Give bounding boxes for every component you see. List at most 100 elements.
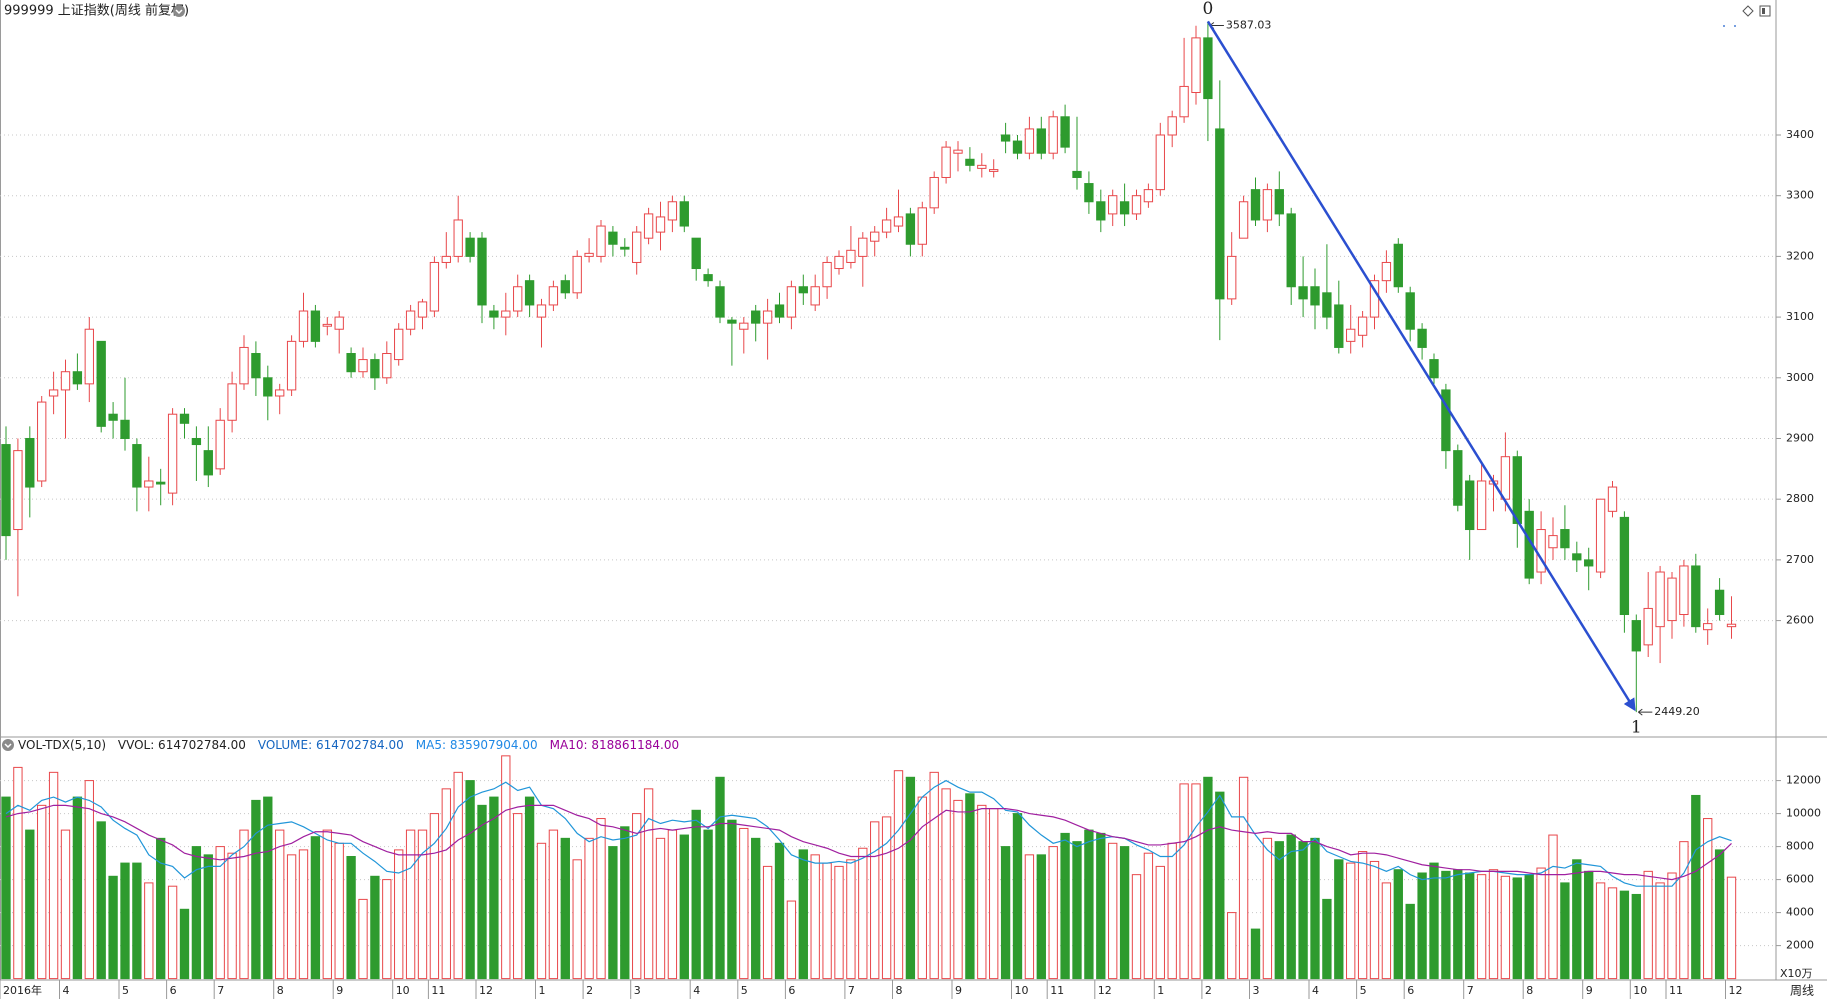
volume-bar [501,755,511,980]
y-tick-label: 8000 [1786,840,1814,853]
volume-bar [572,859,582,980]
volume-bar [1357,851,1368,980]
candle-body [203,450,213,476]
candle-body [1548,535,1558,549]
toolbar-icon[interactable] [1759,5,1771,17]
x-tick-label: 7 [848,984,855,997]
candle-body [560,280,570,294]
volume-bar [405,829,416,980]
volume-bar [215,846,225,980]
volume-bar [1595,882,1606,980]
volume-unit: X10万 [1780,967,1813,980]
volume-bar [1405,903,1415,980]
candle-body [524,280,535,306]
candle-body [1096,201,1106,221]
volume-bar [60,829,71,980]
volume-bar [1286,834,1296,980]
volume-bar [1167,842,1177,980]
candle-body [370,359,380,379]
x-tick-label: 9 [955,984,962,997]
volume-bar [1084,829,1094,980]
candle-body [1060,116,1070,148]
candle-body [405,310,416,330]
candle-body [275,389,285,397]
candle-body [989,169,999,172]
x-tick-label: 4 [693,984,700,997]
indicator-readout: VOLUME: 614702784.00 [258,738,404,752]
candle-body [1191,37,1201,94]
x-tick-label: 6 [1407,984,1414,997]
volume-bar [1393,869,1403,980]
candle-body [1322,292,1332,318]
x-tick-label: 8 [277,984,284,997]
candle-body [1453,450,1463,506]
volume-bar [786,900,797,980]
volume-bar [191,846,202,980]
candle-body [1619,516,1630,616]
candle-body [1250,189,1261,221]
indicator-menu-icon[interactable] [2,739,14,751]
candle-body [1703,623,1713,631]
volume-bar [1512,877,1522,980]
candle-body [572,255,582,294]
annotation-value: 3587.03 [1226,18,1272,31]
volume-bar [524,796,535,980]
candle-body [429,261,440,312]
candle-body [751,310,761,324]
volume-bar [489,796,499,980]
volume-bar [929,771,939,980]
x-tick-label: 2016年 [3,983,42,997]
candle-body [1381,261,1392,282]
candle-body [1714,589,1725,616]
candle-body [893,216,904,227]
candle-body [1286,213,1296,288]
candle-body [1607,486,1618,512]
y-tick-label: 3400 [1786,128,1814,141]
candle-body [667,201,678,221]
volume-bar [1215,791,1225,980]
toolbar-icon-part [1762,8,1765,14]
y-tick-label: 2800 [1786,492,1814,505]
y-tick-label: 12000 [1786,774,1821,787]
volume-bar [358,898,368,980]
candle-body [929,176,939,209]
candle-body [167,413,178,494]
candle-body [322,323,332,327]
volume-bar [1441,870,1451,980]
candle-body [1346,328,1356,342]
volume-bar [1524,874,1534,980]
candle-body [1262,189,1273,221]
candle-body [298,310,309,342]
candle-body [358,359,368,373]
title-menu-icon[interactable] [173,5,185,17]
candle-body [1405,292,1415,330]
candle-body [1179,85,1189,118]
volume-bar [1298,841,1308,980]
candle-body [691,237,701,270]
x-tick-label: 3 [634,984,641,997]
volume-bar [905,776,916,980]
volume-bar [881,816,892,980]
volume-bar [513,813,523,980]
indicator-readout: MA5: 835907904.00 [416,738,538,752]
x-tick-label: 2 [1205,984,1212,997]
candle-body [1417,328,1427,348]
volume-bar [1024,854,1035,980]
candle-body [1131,195,1142,215]
volume-bar [1322,898,1332,980]
volume-bar [596,818,606,980]
volume-bar [239,829,249,980]
volume-bar [1274,841,1284,980]
candle-body [1298,286,1308,300]
title-menu-chevron [175,9,183,15]
x-tick-label: 3 [1253,984,1260,997]
candle-body [1584,559,1594,567]
x-tick-label: 6 [170,984,177,997]
volume-bar [1465,872,1475,980]
candle-body [1465,480,1475,531]
candle-body [251,353,261,379]
candle-body [596,225,606,257]
volume-bar [1036,854,1046,980]
toolbar-icon[interactable] [1742,5,1754,17]
candle-body [1036,128,1046,154]
